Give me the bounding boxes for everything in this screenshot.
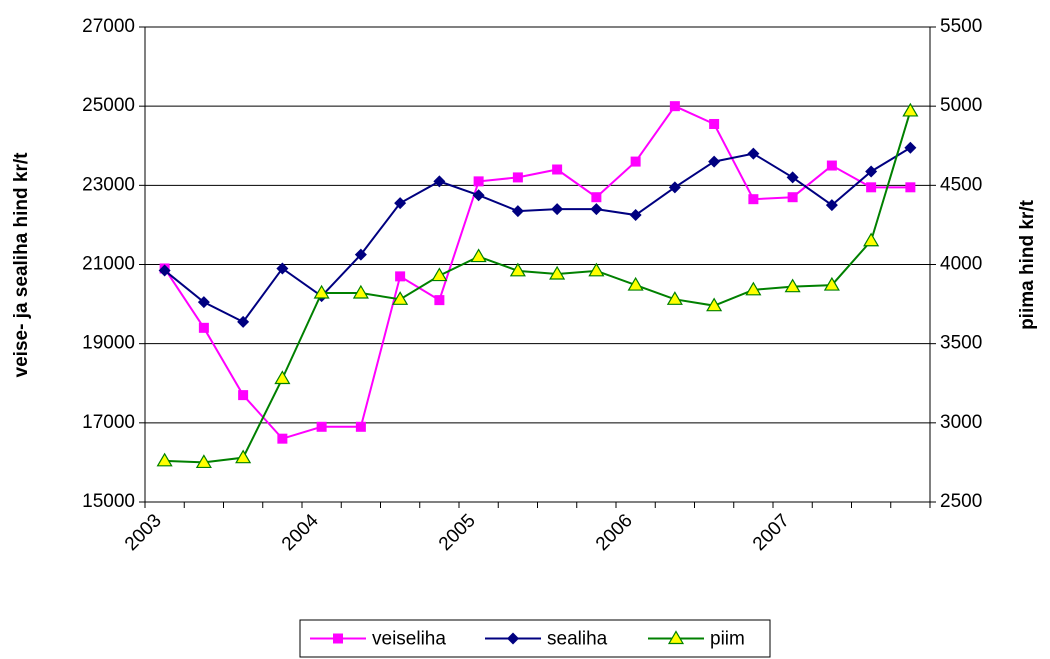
marker (866, 182, 877, 193)
marker (904, 141, 917, 154)
marker (156, 452, 173, 467)
marker (825, 199, 838, 212)
marker (394, 197, 407, 210)
marker (826, 160, 837, 171)
marker (748, 194, 759, 205)
y2-tick-label: 3500 (940, 333, 982, 354)
marker (627, 276, 644, 291)
marker (902, 102, 919, 117)
marker (197, 296, 210, 309)
legend-label: piim (710, 629, 745, 650)
marker (195, 454, 212, 469)
marker (863, 232, 880, 247)
marker (235, 449, 252, 464)
marker (198, 322, 209, 333)
legend-label: veiseliha (372, 629, 446, 650)
marker (276, 262, 289, 275)
x-tick-label: 2006 (592, 510, 637, 555)
marker (905, 182, 916, 193)
y-tick-label: 15000 (82, 491, 135, 512)
marker (668, 181, 681, 194)
y-tick-label: 25000 (82, 95, 135, 116)
marker (158, 264, 171, 277)
y2-tick-label: 4000 (940, 254, 982, 275)
marker (333, 633, 343, 644)
marker (277, 433, 288, 444)
y2-tick-label: 5500 (940, 16, 982, 37)
y-tick-label: 23000 (82, 174, 135, 195)
marker (470, 248, 487, 263)
marker (708, 155, 721, 168)
x-tick-label: 2003 (121, 510, 166, 555)
marker (629, 209, 642, 222)
marker (823, 276, 840, 291)
x-tick-label: 2005 (435, 510, 480, 555)
marker (588, 262, 605, 277)
y2-tick-label: 2500 (940, 491, 982, 512)
y2-tick-label: 3000 (940, 412, 982, 433)
x-tick-label: 2004 (278, 510, 323, 555)
marker (352, 284, 369, 299)
marker (274, 370, 291, 385)
marker (512, 172, 523, 183)
x-tick-label: 2007 (749, 510, 794, 555)
marker (473, 176, 484, 187)
marker (709, 118, 720, 129)
marker (549, 265, 566, 280)
marker (784, 278, 801, 293)
series-line (164, 110, 912, 464)
marker (786, 171, 799, 184)
marker (630, 156, 641, 167)
y-tick-label: 27000 (82, 16, 135, 37)
marker (238, 390, 249, 401)
marker (551, 203, 564, 216)
marker (354, 248, 367, 261)
marker (669, 101, 680, 112)
marker (316, 421, 327, 432)
marker (509, 262, 526, 277)
marker (787, 192, 798, 203)
marker (745, 281, 762, 296)
marker (591, 192, 602, 203)
y2-axis-title: piima hind kr/t (1017, 199, 1038, 330)
marker (313, 284, 330, 299)
marker (472, 189, 485, 202)
y2-tick-label: 5000 (940, 95, 982, 116)
y-tick-label: 21000 (82, 254, 135, 275)
y-tick-label: 17000 (82, 412, 135, 433)
marker (507, 632, 519, 645)
marker (667, 630, 685, 645)
marker (392, 291, 409, 305)
marker (865, 165, 878, 178)
marker (590, 203, 603, 216)
series-line (163, 104, 911, 440)
marker (434, 295, 445, 306)
y-axis-title: veise- ja sealiha hind kr/t (11, 152, 32, 378)
marker (747, 147, 760, 160)
marker (237, 315, 250, 328)
y-tick-label: 19000 (82, 333, 135, 354)
marker (355, 421, 366, 432)
series-line (163, 146, 911, 324)
marker (431, 267, 448, 282)
marker (511, 205, 524, 218)
legend-label: sealiha (547, 629, 608, 650)
marker (395, 271, 406, 282)
marker (666, 291, 683, 305)
y2-tick-label: 4500 (940, 174, 982, 195)
marker (552, 164, 563, 175)
marker (706, 297, 723, 312)
marker (433, 175, 446, 188)
